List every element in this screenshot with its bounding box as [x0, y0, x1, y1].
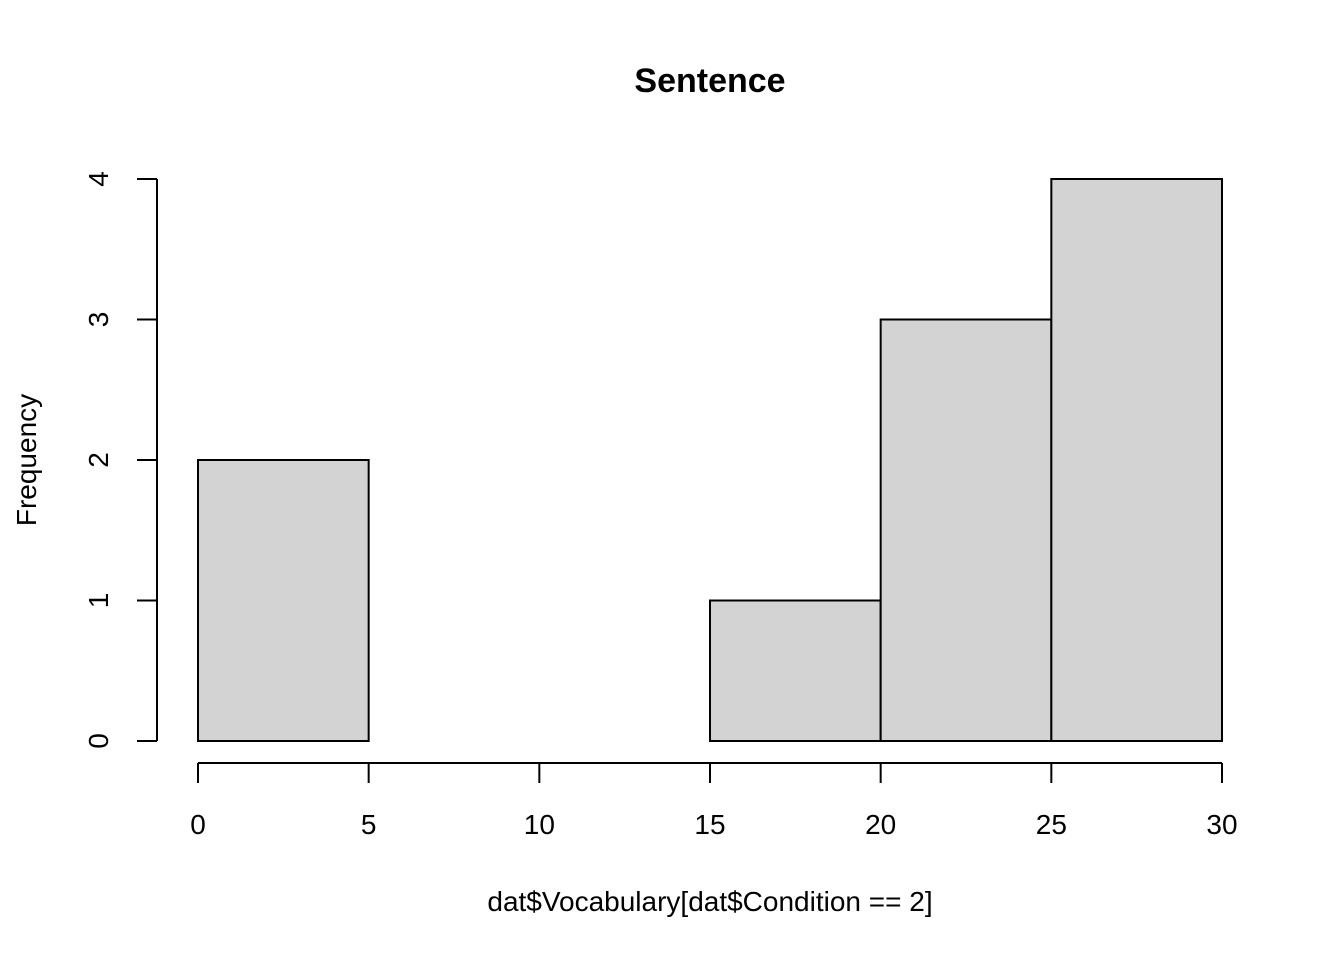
y-axis-label: Frequency — [11, 394, 42, 526]
histogram-bar-0 — [197, 459, 370, 742]
x-tick-label: 5 — [361, 809, 377, 840]
x-axis-label: dat$Vocabulary[dat$Condition == 2] — [487, 886, 932, 917]
y-tick-label: 1 — [83, 593, 114, 609]
histogram-bar-4 — [879, 318, 1053, 742]
histogram-bar-3 — [709, 599, 882, 742]
x-tick-label: 0 — [190, 809, 206, 840]
y-tick-label: 2 — [83, 452, 114, 468]
x-tick-label: 15 — [694, 809, 725, 840]
x-axis: 0 5 10 15 20 25 30 — [190, 762, 1238, 840]
histogram-bar-5 — [1050, 178, 1224, 742]
chart-title: Sentence — [634, 62, 785, 100]
x-tick-label: 20 — [865, 809, 896, 840]
y-tick-label: 3 — [83, 312, 114, 328]
y-axis: 0 1 2 3 4 — [83, 171, 158, 749]
x-tick-label: 10 — [524, 809, 555, 840]
x-tick-label: 25 — [1036, 809, 1067, 840]
x-tick-label: 30 — [1206, 809, 1237, 840]
bars-group — [197, 178, 1224, 742]
y-tick-label: 0 — [83, 733, 114, 749]
y-tick-label: 4 — [83, 171, 114, 187]
